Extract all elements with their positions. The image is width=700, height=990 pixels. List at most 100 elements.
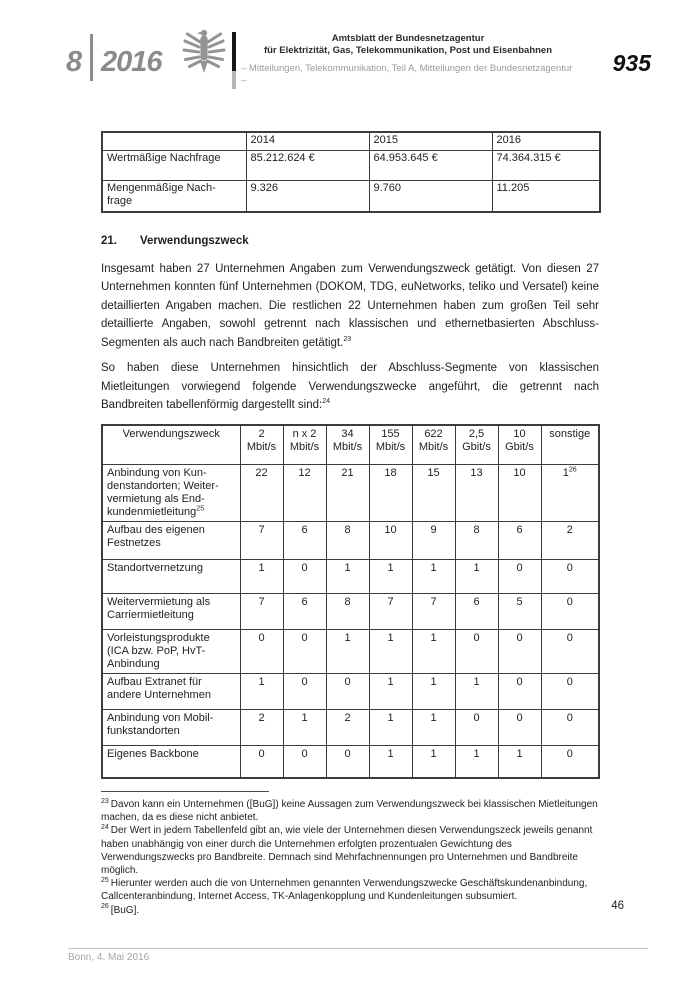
usage-cell: 0 [239,745,284,778]
usage-row-label: Aufbau Extranet für andere Unternehmen [101,673,241,710]
table-row: Aufbau des eigenen Festnetzes 7 6 8 10 9… [101,521,600,560]
section-title: Verwendungszweck [140,234,249,247]
usage-cell: 8 [325,521,370,560]
header-page-number: 935 [612,50,651,76]
footnote-reference: 26 [568,466,577,474]
usage-cell: 0 [540,709,600,746]
footnotes-section: 23 Davon kann ein Unternehmen ([BuG]) kei… [101,791,603,917]
footnote: 24 Der Wert in jedem Tabellenfeld gibt an… [101,824,603,877]
demand-cell: 9.760 [368,179,493,212]
usage-cell: 1 [497,745,542,778]
usage-cell: 18 [368,464,413,522]
usage-cell: 1 [454,745,499,778]
paragraph-text: So haben diese Unternehmen hinsichtlich … [101,362,599,411]
usage-cell: 5 [497,593,542,630]
usage-row-label: Vorleistungsprodukte (ICA bzw. PoP, HvT-… [101,629,241,674]
usage-cell: 8 [325,593,370,630]
usage-cell: 1 [368,745,413,778]
usage-header-cell: 34 Mbit/s [325,424,370,465]
usage-cell: 1 [282,709,327,746]
usage-cell: 22 [239,464,284,522]
usage-cell: 1 [411,629,456,674]
table-header-row: Verwendungszweck 2 Mbit/s n x 2 Mbit/s 3… [101,424,600,465]
usage-cell: 0 [325,745,370,778]
table-row: Weitervermietung als Carriermietleitung … [101,593,600,630]
usage-cell: 1 [411,709,456,746]
demand-cell: 64.953.645 € [368,149,493,181]
usage-cell: 0 [540,559,600,594]
usage-cell: 7 [239,593,284,630]
issue-divider [90,34,93,81]
demand-header-cell: 2014 [245,131,370,151]
usage-row-label: Aufbau des eigenen Festnetzes [101,521,241,560]
usage-cell: 7 [368,593,413,630]
usage-cell: 21 [325,464,370,522]
usage-cell: 1 [454,559,499,594]
content-area: 2014 2015 2016 Wertmäßige Nachfrage 85.2… [101,131,601,779]
usage-cell: 1 [411,673,456,710]
usage-cell: 0 [282,559,327,594]
usage-cell: 0 [282,673,327,710]
usage-cell: 0 [540,593,600,630]
footnote-reference: 25 [196,505,205,513]
footnote-marker: 24 [101,824,109,832]
usage-cell: 0 [540,673,600,710]
usage-cell: 8 [454,521,499,560]
usage-cell: 0 [497,629,542,674]
footnote-marker: 26 [101,903,109,911]
usage-row-label: Eigenes Backbone [101,745,241,778]
issue-year: 2016 [101,46,163,78]
demand-cell: 85.212.624 € [245,149,370,181]
usage-cell: 6 [497,521,542,560]
table-row: Eigenes Backbone 0 0 0 1 1 1 1 0 [101,745,600,778]
footnote: 23 Davon kann ein Unternehmen ([BuG]) kei… [101,798,603,824]
demand-row-label: Wertmäßige Nachfrage [101,149,247,181]
footnote: 25 Hierunter werden auch die von Unterneh… [101,877,603,903]
usage-cell: 7 [239,521,284,560]
usage-cell: 1 [325,559,370,594]
usage-cell: 6 [454,593,499,630]
usage-header-cell: sonstige [540,424,600,465]
usage-cell: 0 [540,629,600,674]
usage-cell: 15 [411,464,456,522]
usage-row-label: Weitervermietung als Carriermietleitung [101,593,241,630]
usage-cell: 13 [454,464,499,522]
footer-date: Bonn, 4. Mai 2016 [68,952,150,963]
usage-cell: 7 [411,593,456,630]
demand-row-label: Mengenmäßige Nach- frage [101,179,247,212]
masthead: Amtsblatt der Bundesnetzagentur für Elek… [241,33,575,87]
paragraph-text: Insgesamt haben 27 Unternehmen Angaben z… [101,262,599,349]
gazette-title-line1: Amtsblatt der Bundesnetzagentur [331,33,485,44]
usage-table: Verwendungszweck 2 Mbit/s n x 2 Mbit/s 3… [101,423,600,779]
usage-cell: 1 [411,559,456,594]
usage-header-cell: 622 Mbit/s [411,424,456,465]
demand-header-cell: 2015 [368,131,493,151]
usage-cell: 6 [282,593,327,630]
cell-value: 1 [562,467,569,479]
usage-cell: 2 [239,709,284,746]
footnote-marker: 25 [101,876,109,884]
usage-header-cell: n x 2 Mbit/s [282,424,327,465]
usage-cell: 1 [368,629,413,674]
footnote-separator [101,791,269,792]
footnote-reference: 24 [322,398,330,406]
paragraph: Insgesamt haben 27 Unternehmen Angaben z… [101,260,599,353]
paragraph: So haben diese Unternehmen hinsichtlich … [101,359,599,415]
footnote-reference: 23 [343,335,352,343]
footnote-marker: 23 [101,797,109,805]
usage-cell: 0 [540,745,600,778]
usage-cell: 10 [497,464,542,522]
table-row: Vorleistungsprodukte (ICA bzw. PoP, HvT-… [101,629,600,674]
usage-row-label: Standortvernetzung [101,559,241,594]
usage-header-cell: 2 Mbit/s [239,424,284,465]
demand-header-cell: 2016 [491,131,601,151]
usage-cell: 1 [239,673,284,710]
usage-cell: 6 [282,521,327,560]
footer-rule [68,948,648,949]
gazette-title-line2: für Elektrizität, Gas, Telekommunikation… [263,45,553,56]
demand-cell: 9.326 [245,179,370,212]
usage-cell: 1 [239,559,284,594]
usage-cell: 0 [239,629,284,674]
usage-cell: 0 [325,673,370,710]
